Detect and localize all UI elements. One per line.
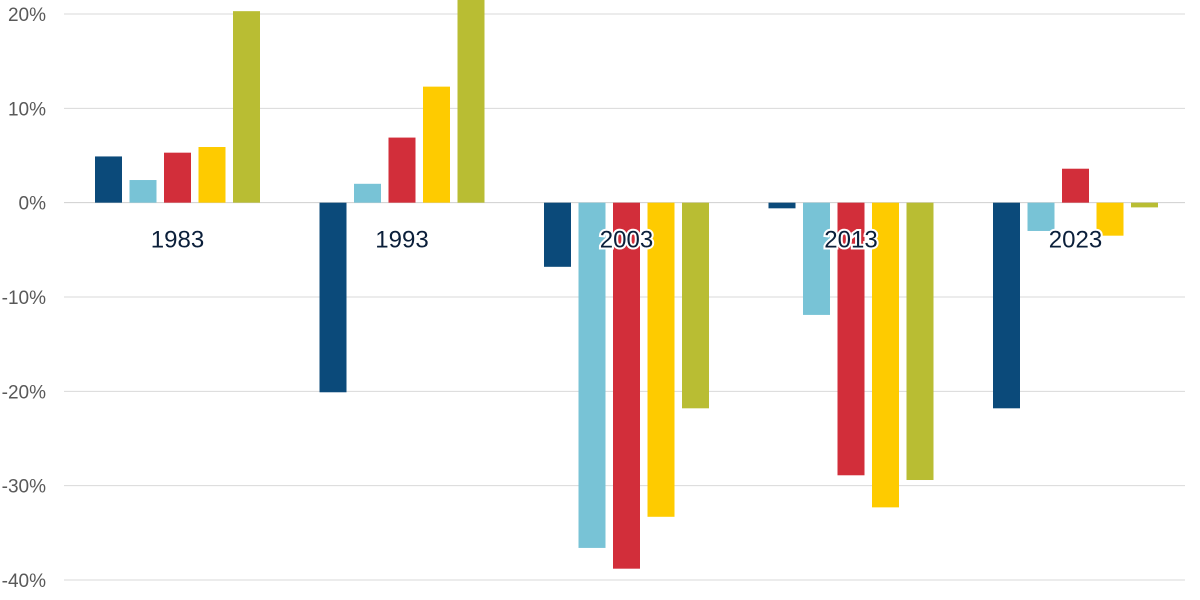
- bar-2013-series-3: [837, 202, 865, 476]
- bar-2013-series-4: [872, 202, 899, 508]
- bar-1993-series-1: [319, 202, 347, 393]
- bar-2003-series-3: [613, 202, 640, 569]
- category-label: 2023: [1049, 227, 1102, 254]
- y-tick-label: -10%: [2, 288, 46, 309]
- category-label: 1993: [375, 227, 428, 254]
- category-labels: 1983 1993 2003 2013 2023: [149, 225, 1104, 256]
- y-tick-label: -40%: [2, 571, 46, 592]
- bar-1983-series-2: [129, 180, 157, 203]
- category-label: 2003: [600, 227, 653, 254]
- bar-2013-series-2: [803, 202, 830, 315]
- y-tick-label: 20%: [8, 5, 46, 26]
- bar-2003-series-1: [544, 202, 571, 267]
- bar-2023-series-3: [1062, 168, 1089, 203]
- bar-1993-series-4: [423, 86, 450, 203]
- bar-1993-series-5: [457, 0, 485, 203]
- bar-2003-series-4: [647, 202, 675, 517]
- y-tick-label: 0%: [19, 194, 47, 215]
- bar-2013-series-1: [768, 202, 796, 209]
- category-label: 1983: [151, 227, 204, 254]
- bar-1983-series-5: [233, 11, 260, 203]
- bar-1993-series-3: [388, 137, 416, 203]
- category-label: 2013: [824, 227, 877, 254]
- bar-2003-series-2: [578, 202, 606, 548]
- y-tick-label: 10%: [8, 99, 46, 120]
- bars: [95, 0, 1158, 569]
- bar-1983-series-1: [95, 156, 122, 203]
- bar-2013-series-5: [906, 202, 934, 481]
- bar-2023-series-1: [993, 202, 1020, 409]
- bar-2023-series-4: [1096, 202, 1124, 236]
- y-tick-label: -20%: [2, 382, 46, 403]
- y-tick-label: -30%: [2, 477, 46, 498]
- bar-2023-series-5: [1131, 202, 1158, 208]
- bar-1983-series-4: [198, 147, 226, 203]
- bar-1993-series-2: [354, 183, 381, 203]
- bar-2023-series-2: [1027, 202, 1055, 231]
- bar-2003-series-5: [682, 202, 709, 409]
- y-axis-tick-labels: 20% 10% 0% -10% -20% -30% -40%: [2, 5, 46, 592]
- bar-1983-series-3: [164, 152, 191, 203]
